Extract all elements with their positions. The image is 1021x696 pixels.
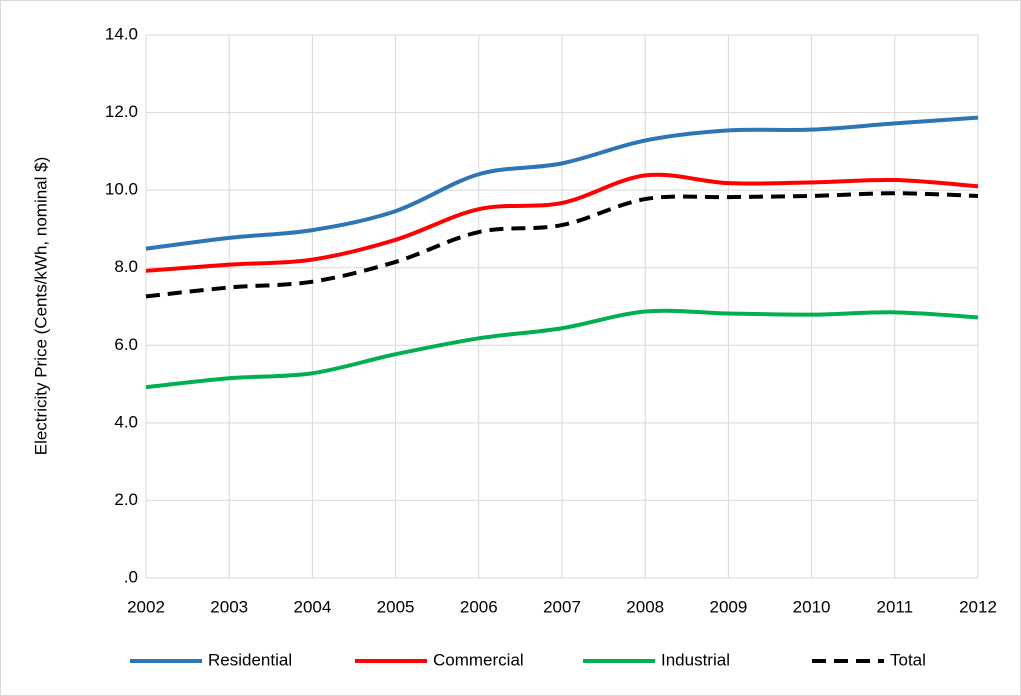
- x-tick-label: 2006: [460, 597, 498, 616]
- x-tick-label: 2004: [293, 597, 331, 616]
- y-tick-label: 14.0: [105, 24, 138, 43]
- x-tick-label: 2012: [959, 597, 997, 616]
- x-tick-label: 2007: [543, 597, 581, 616]
- series-line: [145, 308, 979, 390]
- legend-label: Industrial: [661, 650, 730, 669]
- y-tick-label: 2.0: [114, 490, 138, 509]
- series-line: [145, 115, 979, 251]
- y-tick-label: 10.0: [105, 180, 138, 199]
- series-line: [145, 191, 979, 299]
- y-tick-label: 12.0: [105, 102, 138, 121]
- y-tick-label: 4.0: [114, 412, 138, 431]
- series-line: [145, 172, 979, 273]
- legend-label: Commercial: [433, 650, 524, 669]
- y-tick-label: 6.0: [114, 335, 138, 354]
- y-axis-label: Electricity Price (Cents/kWh, nominal $): [31, 157, 50, 456]
- y-tick-label: 8.0: [114, 257, 138, 276]
- x-tick-label: 2010: [793, 597, 831, 616]
- x-tick-label: 2002: [127, 597, 165, 616]
- x-tick-label: 2003: [210, 597, 248, 616]
- legend-label: Total: [890, 650, 926, 669]
- y-tick-label: .0: [124, 567, 138, 586]
- legend-label: Residential: [208, 650, 292, 669]
- x-tick-label: 2011: [877, 597, 914, 616]
- x-tick-label: 2005: [377, 597, 415, 616]
- x-tick-label: 2009: [709, 597, 747, 616]
- x-tick-label: 2008: [626, 597, 664, 616]
